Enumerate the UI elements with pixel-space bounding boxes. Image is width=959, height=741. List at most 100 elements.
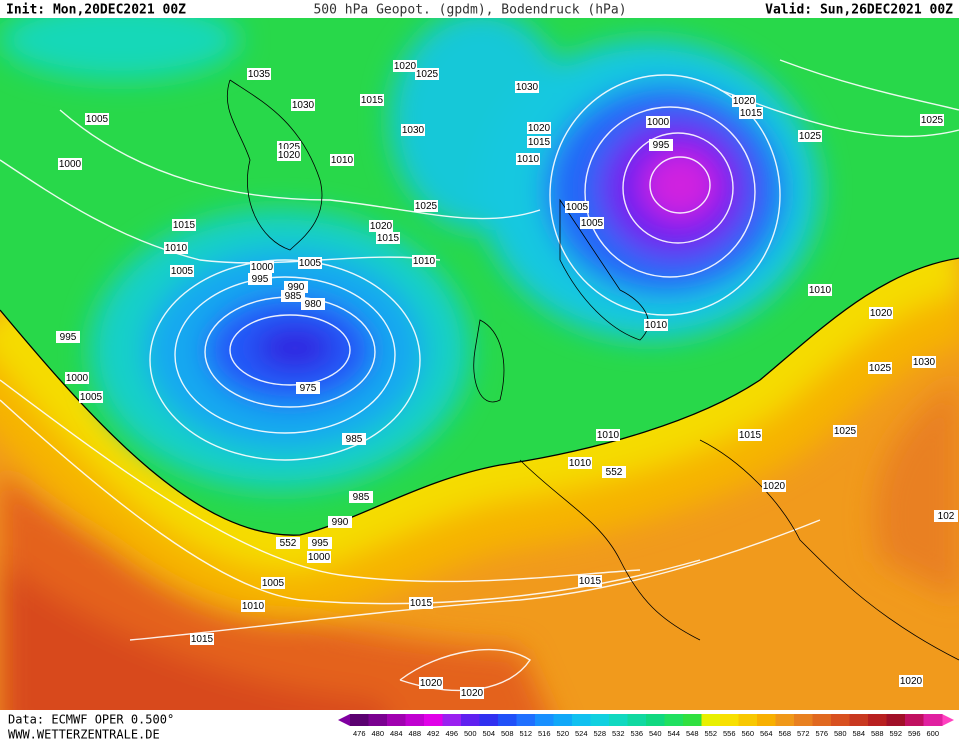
label-box xyxy=(247,68,271,80)
colorbar-label: 520 xyxy=(556,729,569,738)
label-box xyxy=(578,575,602,587)
isobar-label: 1020 xyxy=(460,687,484,699)
isobar-value: 1005 xyxy=(299,258,322,269)
label-box xyxy=(281,290,305,302)
colorbar-end xyxy=(338,714,350,726)
isobar-label: 990 xyxy=(328,516,352,528)
isobar-label: 1000 xyxy=(307,551,331,563)
label-box xyxy=(565,201,589,213)
isobar-value: 1010 xyxy=(165,243,188,254)
label-box xyxy=(190,633,214,645)
isobar-value: 995 xyxy=(252,274,269,285)
label-box xyxy=(414,200,438,212)
colorbar-end xyxy=(942,714,954,726)
colorbar-swatch xyxy=(516,714,536,726)
label-box xyxy=(527,122,551,134)
isobar-value: 980 xyxy=(305,299,322,310)
colorbar-label: 552 xyxy=(704,729,717,738)
isobar-value: 995 xyxy=(653,140,670,151)
init-time: Init: Mon,20DEC2021 00Z xyxy=(6,3,186,18)
colorbar-label: 536 xyxy=(630,729,643,738)
isobar-value: 985 xyxy=(346,434,363,445)
colorbar-swatch xyxy=(775,714,795,726)
isobar-value: 552 xyxy=(280,538,297,549)
isobar-label: 985 xyxy=(349,491,373,503)
isobar-label: 1015 xyxy=(578,575,602,587)
label-box xyxy=(291,99,315,111)
isobar-value: 1000 xyxy=(66,373,89,384)
isobar-value: 1020 xyxy=(278,150,301,161)
isobar-label: 1015 xyxy=(376,232,400,244)
isobar-label: 1020 xyxy=(869,307,893,319)
colorbar-label: 488 xyxy=(408,729,421,738)
isobar-label: 995 xyxy=(56,331,80,343)
isobar-value: 1000 xyxy=(647,117,670,128)
label-box xyxy=(308,537,332,549)
label-box xyxy=(248,273,272,285)
isobar-value: 1010 xyxy=(569,458,592,469)
colorbar-swatch xyxy=(905,714,924,726)
colorbar-swatch xyxy=(923,714,943,726)
label-box xyxy=(596,429,620,441)
isobar-value: 1025 xyxy=(278,142,301,153)
colorbar-swatch xyxy=(831,714,850,726)
label-box xyxy=(516,153,540,165)
isobar-label: 1000 xyxy=(250,261,274,273)
isobar-value: 990 xyxy=(288,282,305,293)
label-box xyxy=(349,491,373,503)
label-box xyxy=(869,307,893,319)
isobar-label: 1020 xyxy=(277,149,301,161)
isobar-value: 1015 xyxy=(739,430,762,441)
colorbar-swatch xyxy=(442,714,462,726)
label-box xyxy=(360,94,384,106)
label-box xyxy=(732,95,756,107)
colorbar-label: 588 xyxy=(871,729,884,738)
isobar-label: 552 xyxy=(602,466,626,478)
colorbar-label: 480 xyxy=(371,729,384,738)
colorbar-label: 576 xyxy=(815,729,828,738)
label-box xyxy=(580,217,604,229)
isobar-value: 1025 xyxy=(415,201,438,212)
colorbar-swatch xyxy=(664,714,684,726)
label-box xyxy=(419,677,443,689)
isobar-label: 975 xyxy=(296,382,320,394)
colorbar-label: 484 xyxy=(390,729,403,738)
isobar-label: 1010 xyxy=(808,284,832,296)
isobar-value: 1005 xyxy=(262,578,285,589)
isobar-label: 1005 xyxy=(261,577,285,589)
label-box xyxy=(739,107,763,119)
isobar-value: 1020 xyxy=(461,688,484,699)
isobar-value: 1035 xyxy=(248,69,271,80)
isobar-label: 1015 xyxy=(738,429,762,441)
colorbar-label: 512 xyxy=(519,729,532,738)
isobar-label: 1025 xyxy=(414,200,438,212)
colorbar-swatch xyxy=(535,714,554,726)
colorbar-label: 532 xyxy=(612,729,625,738)
isobar-value: 102 xyxy=(938,511,955,522)
label-box xyxy=(330,154,354,166)
isobar-label: 1020 xyxy=(762,480,786,492)
isobar-value: 985 xyxy=(285,291,302,302)
colorbar-swatch xyxy=(627,714,647,726)
isobar-label: 1020 xyxy=(899,675,923,687)
isobar-value: 1020 xyxy=(763,481,786,492)
colorbar-swatch xyxy=(738,714,758,726)
colorbar-swatch xyxy=(868,714,887,726)
label-box xyxy=(762,480,786,492)
isobar-value: 1020 xyxy=(370,221,393,232)
isobar-label: 995 xyxy=(308,537,332,549)
label-box xyxy=(58,158,82,170)
isobar-label: 1035 xyxy=(247,68,271,80)
map-title: 500 hPa Geopot. (gpdm), Bodendruck (hPa) xyxy=(313,3,626,18)
isobar-label: 995 xyxy=(649,139,673,151)
label-box xyxy=(85,113,109,125)
colorbar-swatch xyxy=(683,714,702,726)
label-box xyxy=(301,298,325,310)
colorbar-label: 528 xyxy=(593,729,606,738)
isobar-label: 1005 xyxy=(170,265,194,277)
isobar-value: 1010 xyxy=(413,256,436,267)
isobar-label: 1010 xyxy=(568,457,592,469)
isobar-value: 1005 xyxy=(86,114,109,125)
